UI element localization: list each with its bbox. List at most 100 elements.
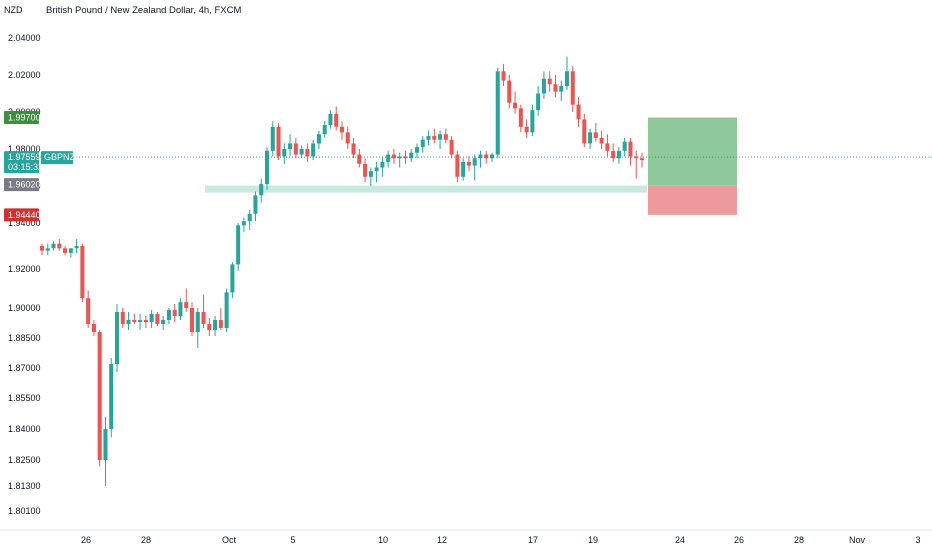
candle: [241, 217, 246, 233]
candle-body: [559, 86, 564, 92]
candle: [39, 243, 45, 256]
candle: [161, 316, 166, 330]
candle: [311, 139, 316, 161]
candle-body: [530, 110, 535, 133]
candle: [588, 128, 593, 149]
candle-body: [588, 132, 593, 144]
candle: [51, 241, 56, 251]
candle-body: [172, 310, 177, 316]
candle-body: [484, 154, 489, 159]
candle: [316, 130, 321, 149]
price-tick-label: 1.90000: [8, 303, 41, 313]
candle-body: [449, 139, 454, 155]
candle: [178, 298, 183, 320]
currency-label: NZD: [4, 5, 23, 15]
candle-body: [328, 113, 333, 125]
candle: [345, 126, 350, 149]
candle-body: [501, 71, 506, 81]
candle-body: [547, 78, 552, 85]
candle-body: [322, 124, 327, 135]
candle: [570, 65, 575, 112]
position-zones: [205, 117, 737, 215]
candle: [103, 416, 108, 486]
candle: [593, 123, 598, 142]
time-tick-label: Oct: [222, 535, 237, 545]
candle: [357, 149, 362, 168]
price-axis[interactable]: 2.040002.020002.000001.980001.960001.940…: [8, 33, 41, 516]
time-tick-label: 10: [378, 535, 388, 545]
candle-body: [513, 102, 518, 109]
price-tick-label: 1.82500: [8, 455, 41, 465]
candle: [386, 150, 391, 168]
candle: [489, 152, 495, 162]
candle-body: [570, 71, 575, 105]
candle-body: [311, 143, 316, 157]
candle: [213, 316, 218, 336]
candle-body: [489, 154, 495, 159]
candle: [184, 288, 189, 312]
candle: [276, 123, 281, 161]
price-tick-label: 2.04000: [8, 33, 41, 43]
candle-body: [438, 134, 443, 140]
candle: [57, 239, 62, 251]
candle: [224, 288, 229, 332]
take-profit-tag: 1.99700: [4, 111, 41, 125]
price-tick-label: 1.98000: [8, 144, 41, 154]
candle-body: [57, 243, 62, 249]
candle: [351, 137, 356, 159]
candle: [68, 248, 73, 258]
candle: [599, 130, 604, 149]
candle: [403, 150, 408, 164]
candle: [143, 316, 148, 328]
candle: [559, 80, 564, 101]
candle: [247, 210, 252, 230]
price-tick-label: 1.81300: [8, 481, 41, 491]
candle: [339, 121, 345, 140]
candle: [524, 119, 529, 138]
candle-body: [316, 134, 321, 144]
candle: [195, 308, 200, 348]
candle-body: [201, 312, 206, 324]
price-tick-label: 1.84000: [8, 424, 41, 434]
candle: [299, 145, 304, 159]
candle-body: [253, 195, 258, 214]
entry-price-tag: 1.96020: [4, 178, 41, 192]
candle-body: [622, 141, 627, 151]
candle-body: [189, 308, 195, 332]
candle: [149, 310, 154, 328]
candle: [74, 239, 79, 253]
candle-body: [132, 320, 137, 322]
time-axis[interactable]: 26 28 Oct 5 10 12 17 19 24 26 28 Nov 3: [81, 535, 921, 545]
candle-body: [432, 136, 437, 140]
candle: [259, 178, 264, 203]
candle-body: [518, 108, 523, 127]
candle: [322, 121, 327, 138]
candle: [495, 67, 500, 159]
loss-zone[interactable]: [648, 185, 737, 215]
candle-body: [409, 152, 414, 159]
candle: [547, 71, 552, 92]
candle: [536, 86, 541, 116]
candle-body: [639, 158, 645, 161]
candle: [270, 121, 275, 157]
time-tick-label: 3: [915, 535, 920, 545]
candle-body: [345, 132, 350, 144]
symbol-tag-text: GBPNZD: [44, 152, 82, 162]
candle: [409, 149, 414, 162]
candle-body: [68, 248, 73, 253]
candle: [172, 304, 177, 322]
candle-body: [363, 163, 368, 177]
candle-body: [166, 310, 171, 320]
candle-body: [351, 143, 356, 155]
candle-body: [241, 221, 246, 226]
time-tick-label: Nov: [849, 535, 866, 545]
candle-body: [472, 158, 477, 166]
profit-zone[interactable]: [648, 117, 737, 186]
candle: [201, 294, 206, 328]
candle-body: [466, 161, 471, 166]
candle: [472, 154, 477, 181]
candle-body: [380, 161, 385, 168]
candle-body: [455, 154, 460, 177]
